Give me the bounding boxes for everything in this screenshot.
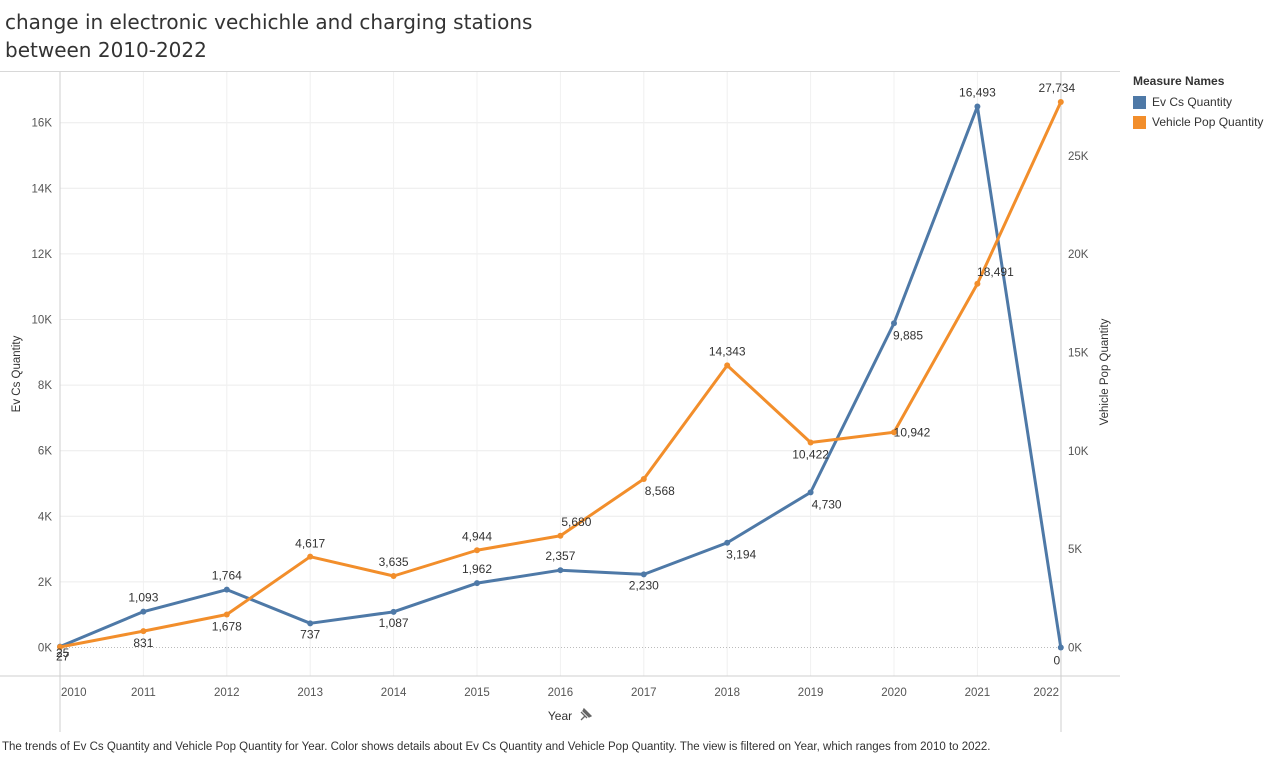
data-label-ev-cs: 9,885 <box>893 328 923 342</box>
data-point-ev-cs[interactable] <box>140 608 147 615</box>
data-label-vehicle-pop: 1,678 <box>212 619 242 633</box>
x-tick-label: 2010 <box>61 687 87 699</box>
data-point-vehicle-pop[interactable] <box>640 475 647 482</box>
data-label-vehicle-pop: 8,568 <box>645 484 675 498</box>
x-axis-title: Year <box>548 709 572 723</box>
data-label-vehicle-pop: 831 <box>133 636 153 650</box>
data-point-ev-cs[interactable] <box>974 103 981 110</box>
data-point-vehicle-pop[interactable] <box>891 429 897 436</box>
data-point-ev-cs[interactable] <box>307 620 314 627</box>
data-label-ev-cs: 3,194 <box>726 548 756 562</box>
chart-caption: The trends of Ev Cs Quantity and Vehicle… <box>2 741 991 753</box>
data-point-ev-cs[interactable] <box>891 320 897 327</box>
data-point-vehicle-pop[interactable] <box>557 532 564 539</box>
x-tick-label: 2014 <box>381 687 407 699</box>
pin-icon[interactable] <box>580 707 593 721</box>
y-right-axis-title: Vehicle Pop Quantity <box>1099 318 1111 425</box>
y-left-tick-label: 2K <box>38 577 52 589</box>
data-point-vehicle-pop[interactable] <box>223 611 230 618</box>
data-point-vehicle-pop[interactable] <box>57 644 63 651</box>
data-point-ev-cs[interactable] <box>640 571 647 578</box>
data-label-ev-cs: 1,962 <box>462 562 492 576</box>
data-label-ev-cs: 4,730 <box>812 497 842 511</box>
x-tick-label: 2011 <box>131 687 156 699</box>
data-point-vehicle-pop[interactable] <box>390 572 397 579</box>
data-label-ev-cs: 27 <box>56 650 70 664</box>
data-point-vehicle-pop[interactable] <box>140 628 147 635</box>
data-point-vehicle-pop[interactable] <box>724 362 731 369</box>
data-point-ev-cs[interactable] <box>223 586 230 593</box>
data-point-ev-cs[interactable] <box>807 489 814 496</box>
data-point-ev-cs[interactable] <box>390 608 397 615</box>
y-left-tick-label: 8K <box>38 380 52 392</box>
y-left-tick-label: 10K <box>32 315 53 327</box>
legend-item-ev-cs[interactable]: Ev Cs Quantity <box>1133 92 1263 112</box>
data-point-ev-cs[interactable] <box>474 580 480 587</box>
y-right-tick-label: 10K <box>1068 446 1089 458</box>
data-label-vehicle-pop: 18,491 <box>977 265 1014 279</box>
chart-title-line-2: between 2010-2022 <box>5 38 207 62</box>
data-point-ev-cs[interactable] <box>724 539 731 546</box>
y-left-tick-label: 0K <box>38 643 52 655</box>
data-point-vehicle-pop[interactable] <box>1057 98 1064 105</box>
data-point-vehicle-pop[interactable] <box>807 439 814 446</box>
data-label-vehicle-pop: 25 <box>56 646 70 660</box>
data-label-ev-cs: 2,230 <box>629 578 659 592</box>
y-left-tick-label: 12K <box>32 249 53 261</box>
data-point-vehicle-pop[interactable] <box>474 547 480 554</box>
data-label-ev-cs: 1,087 <box>379 616 409 630</box>
x-tick-label: 2016 <box>548 687 574 699</box>
y-left-tick-label: 6K <box>38 446 52 458</box>
x-tick-label: 2013 <box>297 687 323 699</box>
data-label-vehicle-pop: 14,343 <box>709 344 746 358</box>
legend-item-vehicle-pop[interactable]: Vehicle Pop Quantity <box>1133 112 1263 132</box>
data-label-ev-cs: 16,493 <box>959 86 996 100</box>
x-tick-label: 2020 <box>881 687 907 699</box>
data-point-vehicle-pop[interactable] <box>974 280 981 287</box>
data-label-vehicle-pop: 5,680 <box>561 515 591 529</box>
data-label-ev-cs: 1,764 <box>212 569 242 583</box>
x-tick-label: 2017 <box>631 687 657 699</box>
data-label-vehicle-pop: 4,617 <box>295 537 325 551</box>
x-tick-label: 2022 <box>1033 687 1059 699</box>
data-label-vehicle-pop: 27,734 <box>1038 81 1075 95</box>
x-tick-label: 2015 <box>464 687 490 699</box>
data-point-ev-cs[interactable] <box>1057 644 1064 651</box>
data-point-ev-cs[interactable] <box>557 567 564 574</box>
legend: Measure Names Ev Cs Quantity Vehicle Pop… <box>1133 74 1263 132</box>
data-label-vehicle-pop: 3,635 <box>379 555 409 569</box>
x-tick-label: 2021 <box>965 687 991 699</box>
legend-label-ev-cs: Ev Cs Quantity <box>1152 95 1233 109</box>
x-tick-label: 2012 <box>214 687 240 699</box>
chart-title-line-1: change in electronic vechichle and charg… <box>5 10 533 34</box>
y-left-axis-title: Ev Cs Quantity <box>11 335 23 412</box>
data-label-ev-cs: 737 <box>300 627 320 641</box>
x-tick-label: 2018 <box>714 687 740 699</box>
y-right-tick-label: 25K <box>1068 151 1089 163</box>
legend-swatch-vehicle-pop <box>1133 115 1146 129</box>
y-right-tick-label: 20K <box>1068 249 1089 261</box>
data-label-ev-cs: 2,357 <box>545 549 575 563</box>
legend-swatch-ev-cs <box>1133 95 1146 109</box>
y-right-tick-label: 0K <box>1068 643 1082 655</box>
legend-title: Measure Names <box>1133 74 1225 88</box>
chart-title: change in electronic vechichle and charg… <box>5 8 532 64</box>
y-left-tick-label: 14K <box>32 183 53 195</box>
x-tick-label: 2019 <box>798 687 824 699</box>
y-right-tick-label: 15K <box>1068 347 1089 359</box>
y-left-tick-label: 4K <box>38 511 52 523</box>
data-label-vehicle-pop: 10,942 <box>894 425 931 439</box>
data-label-ev-cs: 1,093 <box>128 591 158 605</box>
data-label-vehicle-pop: 10,422 <box>792 447 829 461</box>
data-point-vehicle-pop[interactable] <box>307 553 314 560</box>
legend-label-vehicle-pop: Vehicle Pop Quantity <box>1152 115 1264 129</box>
data-label-vehicle-pop: 4,944 <box>462 529 492 543</box>
y-right-tick-label: 5K <box>1068 544 1082 556</box>
y-left-tick-label: 16K <box>32 118 53 130</box>
data-label-ev-cs: 0 <box>1053 654 1060 668</box>
